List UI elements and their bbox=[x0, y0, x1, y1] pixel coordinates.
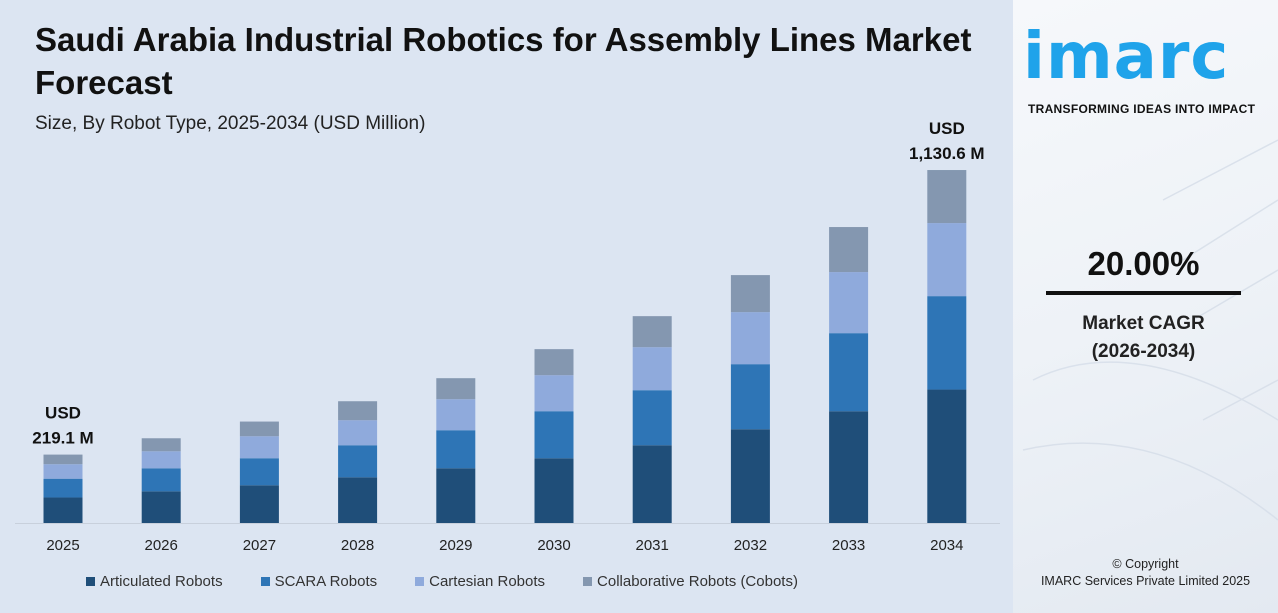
bar-2029-cartesian-robots bbox=[436, 399, 476, 431]
info-panel: imarc TRANSFORMING IDEAS INTO IMPACT 20.… bbox=[1013, 0, 1278, 613]
cagr-value: 20.00% bbox=[1087, 245, 1200, 282]
bar-2025-scara-robots bbox=[43, 478, 83, 498]
x-tick-label: 2032 bbox=[734, 537, 767, 554]
legend-label: SCARA Robots bbox=[274, 573, 378, 590]
bar-2026-articulated-robots bbox=[141, 491, 181, 523]
bar-2032-collaborative-robots-cobots- bbox=[730, 275, 770, 313]
legend-label: Articulated Robots bbox=[100, 573, 223, 590]
cagr-period: (2026-2034) bbox=[1091, 341, 1196, 362]
x-tick-label: 2026 bbox=[145, 537, 178, 554]
cagr-label-text: Market CAGR bbox=[1082, 313, 1205, 334]
bar-2025-collaborative-robots-cobots- bbox=[43, 454, 83, 465]
x-tick-label: 2025 bbox=[46, 537, 79, 554]
bar-2026-scara-robots bbox=[141, 468, 181, 492]
bar-2028-scara-robots bbox=[338, 445, 378, 478]
bar-2030-articulated-robots bbox=[534, 458, 574, 523]
legend-item: Collaborative Robots (Cobots) bbox=[583, 573, 798, 590]
legend-swatch bbox=[86, 577, 95, 586]
chart-subtitle: Size, By Robot Type, 2025-2034 (USD Mill… bbox=[35, 113, 426, 134]
bar-2032-articulated-robots bbox=[730, 429, 770, 523]
bar-2034-collaborative-robots-cobots- bbox=[927, 170, 967, 224]
bar-2033-collaborative-robots-cobots- bbox=[829, 227, 869, 273]
bar-2028-articulated-robots bbox=[338, 477, 378, 523]
x-tick-label: 2027 bbox=[243, 537, 276, 554]
legend-swatch bbox=[415, 577, 425, 586]
bar-2034-articulated-robots bbox=[927, 389, 967, 523]
legend: Articulated Robots SCARA Robots Cartesian … bbox=[86, 573, 836, 590]
legend-swatch bbox=[260, 577, 270, 586]
bar-2027-cartesian-robots bbox=[239, 436, 279, 459]
x-tick-label: 2029 bbox=[439, 537, 472, 554]
bar-2029-articulated-robots bbox=[436, 468, 476, 523]
legend-swatch bbox=[583, 577, 593, 586]
cagr-divider bbox=[1046, 291, 1241, 295]
data-label-total: 1,130.6 M bbox=[909, 144, 985, 163]
bar-2027-articulated-robots bbox=[239, 485, 279, 523]
x-tick-label: 2034 bbox=[930, 537, 963, 554]
x-tick-label: 2030 bbox=[537, 537, 570, 554]
bar-2032-cartesian-robots bbox=[730, 312, 770, 365]
bar-2034-scara-robots bbox=[927, 296, 967, 390]
x-tick-label: 2031 bbox=[636, 537, 669, 554]
bar-2032-scara-robots bbox=[730, 364, 770, 430]
bar-2025-articulated-robots bbox=[43, 497, 83, 523]
legend-label: Collaborative Robots (Cobots) bbox=[597, 573, 798, 590]
bar-2033-articulated-robots bbox=[829, 411, 869, 523]
bar-2034-cartesian-robots bbox=[927, 223, 967, 297]
x-tick-label: 2028 bbox=[341, 537, 374, 554]
bar-2031-articulated-robots bbox=[632, 445, 672, 523]
bar-2027-scara-robots bbox=[239, 458, 279, 486]
x-tick-label: 2033 bbox=[832, 537, 865, 554]
cagr-label: Market CAGR (2026-2034) bbox=[1046, 310, 1241, 366]
bar-2028-cartesian-robots bbox=[338, 420, 378, 446]
legend-item: SCARA Robots bbox=[260, 573, 378, 590]
bar-2030-cartesian-robots bbox=[534, 375, 574, 412]
data-label-currency: USD bbox=[929, 119, 965, 138]
bar-2028-collaborative-robots-cobots- bbox=[338, 401, 378, 421]
copyright-line2: IMARC Services Private Limited 2025 bbox=[1040, 574, 1251, 588]
data-label-currency: USD bbox=[45, 404, 81, 423]
legend-item: Cartesian Robots bbox=[415, 573, 545, 590]
bar-2031-scara-robots bbox=[632, 390, 672, 446]
bar-2033-cartesian-robots bbox=[829, 272, 869, 334]
brand-tagline: TRANSFORMING IDEAS INTO IMPACT bbox=[1028, 102, 1256, 116]
bar-2030-scara-robots bbox=[534, 411, 574, 459]
data-label-total: 219.1 M bbox=[32, 429, 93, 448]
legend-label: Cartesian Robots bbox=[429, 573, 546, 590]
bar-2027-collaborative-robots-cobots- bbox=[239, 421, 279, 437]
bar-2029-scara-robots bbox=[436, 430, 476, 469]
bar-2026-collaborative-robots-cobots- bbox=[141, 438, 181, 452]
chart-panel: Saudi Arabia Industrial Robotics for Ass… bbox=[15, 21, 1000, 590]
copyright-line1: © Copyright bbox=[1112, 557, 1179, 571]
bar-2029-collaborative-robots-cobots- bbox=[436, 378, 476, 400]
copyright: © Copyright IMARC Services Private Limit… bbox=[1013, 556, 1278, 590]
imarc-logo: imarc bbox=[1023, 20, 1230, 94]
bar-2033-scara-robots bbox=[829, 333, 869, 412]
bar-2030-collaborative-robots-cobots- bbox=[534, 349, 574, 376]
bar-2031-cartesian-robots bbox=[632, 347, 672, 391]
legend-item: Articulated Robots bbox=[86, 573, 223, 590]
stacked-bar-chart: 2025 2026 2027 2028 2029 2030 2031 2032 2033 2034… bbox=[15, 119, 1000, 554]
bar-2031-collaborative-robots-cobots- bbox=[632, 316, 672, 348]
background-decoration bbox=[1022, 139, 1278, 521]
bar-2026-cartesian-robots bbox=[141, 451, 181, 469]
chart-title: Saudi Arabia Industrial Robotics for Ass… bbox=[35, 21, 972, 101]
bar-2025-cartesian-robots bbox=[43, 464, 83, 479]
